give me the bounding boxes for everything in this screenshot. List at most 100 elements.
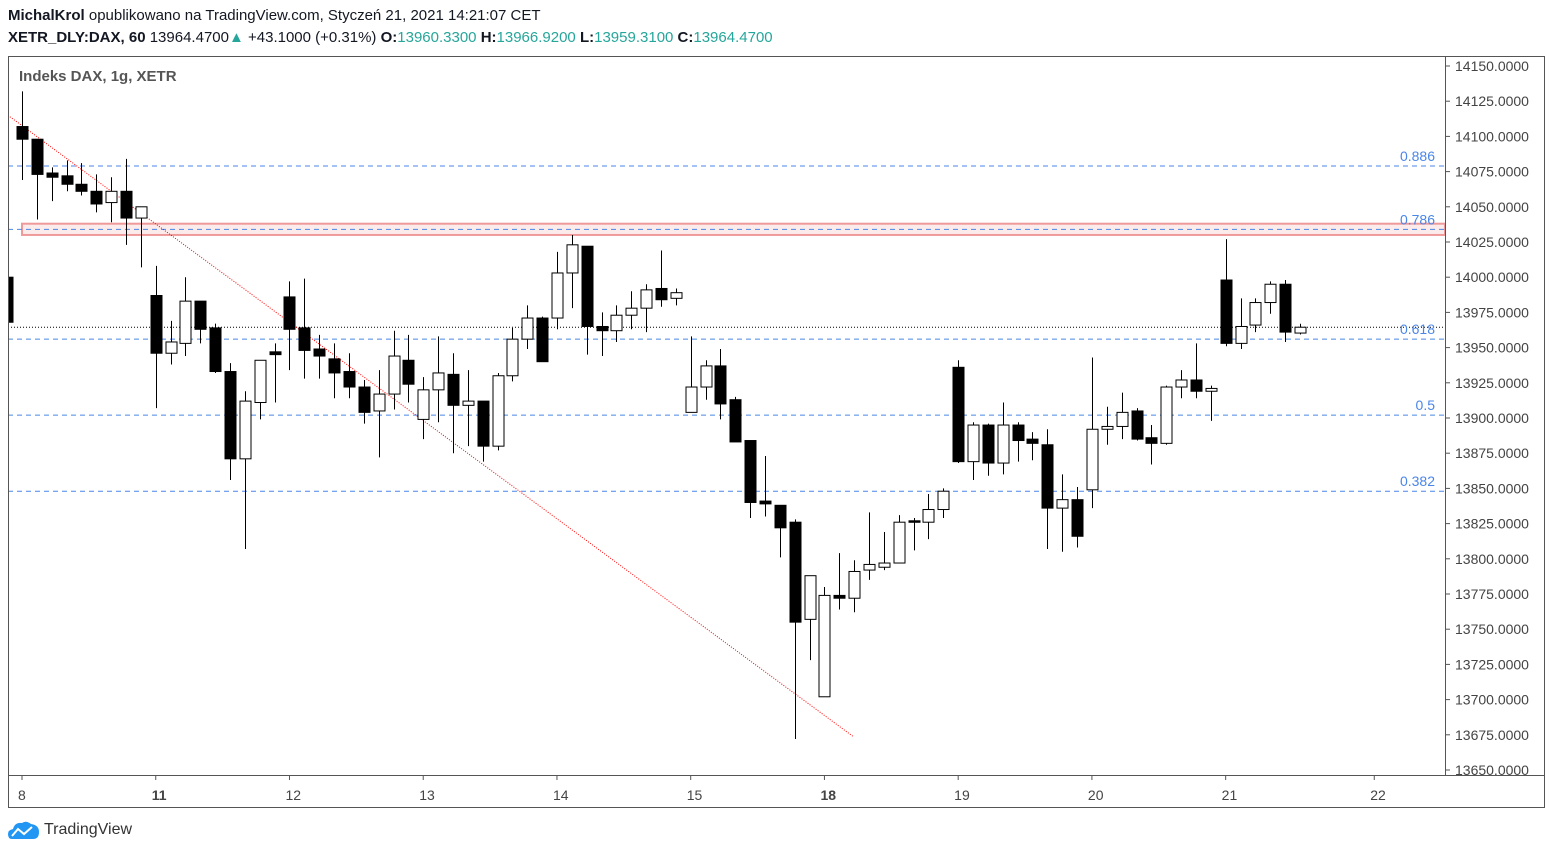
candle [1264, 281, 1277, 314]
candle-body [1116, 411, 1129, 427]
candle [477, 400, 490, 462]
candle [967, 422, 980, 480]
candle [878, 532, 891, 571]
candle-body [298, 327, 311, 351]
time-tick-label: 15 [687, 787, 703, 803]
candle [1145, 425, 1158, 465]
candle-body [893, 521, 906, 564]
candle [194, 300, 207, 344]
candle-body [596, 325, 609, 332]
high-label: H: [480, 29, 497, 46]
price-tick-label: 13650.0000 [1455, 762, 1529, 778]
time-tick-label: 20 [1088, 787, 1104, 803]
candle [1235, 298, 1248, 350]
candle-body [120, 190, 133, 219]
candle [789, 519, 802, 740]
candle [759, 456, 772, 517]
time-tick-label: 8 [18, 787, 26, 803]
brand-name: TradingView [44, 821, 133, 838]
candle-body [982, 424, 995, 464]
candle-body [150, 295, 163, 354]
candle [9, 276, 14, 323]
high-value: 13966.9200 [496, 29, 576, 46]
candle [1071, 486, 1084, 548]
candle-body [254, 359, 267, 404]
candle [863, 512, 876, 580]
candle [997, 402, 1010, 475]
low-value: 13959.3100 [594, 29, 674, 46]
candle-body [863, 563, 876, 571]
candle [283, 281, 296, 371]
symbol-info: XETR_DLY:DAX, 60 13964.4700▲ +43.1000 (+… [8, 29, 773, 46]
candle-body [105, 190, 118, 204]
candle-body [655, 287, 668, 301]
time-tick-label: 21 [1222, 787, 1238, 803]
candle-body [1294, 326, 1307, 334]
candle-body [506, 338, 519, 377]
price-tick-label: 13775.0000 [1455, 586, 1529, 602]
time-tick-label: 13 [419, 787, 435, 803]
open-label: O: [380, 29, 398, 46]
candle [833, 553, 846, 610]
time-tick-label: 12 [285, 787, 301, 803]
candle [1205, 385, 1218, 421]
candle-body [224, 371, 237, 460]
candle-body [774, 504, 787, 529]
candle-body [1071, 499, 1084, 537]
publish-info: MichalKrol opublikowano na TradingView.c… [8, 7, 541, 24]
candle [1220, 239, 1233, 347]
candle-body [714, 365, 727, 405]
candle-body [388, 355, 401, 395]
candle-body [997, 424, 1010, 464]
candle-body [1145, 437, 1158, 444]
fib-label-0.382: 0.382 [1400, 473, 1435, 489]
tradingview-brand[interactable]: TradingView [8, 820, 132, 840]
candle [1116, 392, 1129, 440]
candle-body [31, 138, 44, 175]
candle-body [551, 272, 564, 319]
candle [224, 363, 237, 480]
candle-body [46, 172, 59, 178]
candle-body [818, 594, 831, 698]
candle-body [1220, 279, 1233, 344]
candle [922, 494, 935, 540]
price-tick-label: 13975.0000 [1455, 304, 1529, 320]
candle-body [402, 359, 415, 385]
candle [774, 504, 787, 558]
candle [893, 515, 906, 564]
candle-body [358, 386, 371, 413]
candle [388, 330, 401, 410]
candle [908, 517, 921, 551]
candle-body [1026, 438, 1039, 444]
candle [417, 377, 430, 440]
candle-body [135, 206, 148, 219]
candle [1279, 280, 1292, 342]
candle-body [343, 371, 356, 388]
price-tick-label: 14050.0000 [1455, 199, 1529, 215]
candle-body [417, 389, 430, 420]
candle [120, 158, 133, 245]
candle [937, 488, 950, 518]
candle [744, 440, 757, 518]
candle [536, 316, 549, 363]
candle [982, 423, 995, 476]
candle-body [1249, 302, 1262, 326]
candle-body [477, 400, 490, 447]
candle-body [908, 520, 921, 523]
candle [596, 312, 609, 357]
symbol: XETR_DLY:DAX, 60 [8, 29, 146, 46]
candle-body [922, 509, 935, 523]
candle [521, 305, 534, 350]
candle [1131, 408, 1144, 441]
candle [1026, 432, 1039, 461]
price-tick-label: 13700.0000 [1455, 692, 1529, 708]
chart-frame [8, 56, 1545, 808]
close-label: C: [677, 29, 694, 46]
candle-body [878, 562, 891, 568]
author-name[interactable]: MichalKrol [8, 7, 85, 24]
candle [402, 334, 415, 403]
candle [373, 370, 386, 458]
candle-body [789, 521, 802, 623]
fib-label-0.5: 0.5 [1416, 397, 1436, 413]
